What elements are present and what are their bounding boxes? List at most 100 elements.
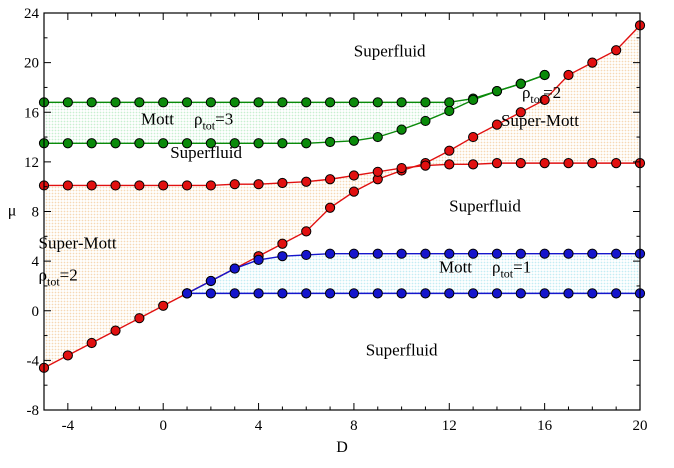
series-2-point-8 [229,97,240,108]
series-0-point-10 [277,238,288,249]
series-5-point-17 [587,288,598,299]
series-4-point-5 [301,249,312,261]
series-0-point-13 [348,186,360,197]
series-3-point-1 [62,138,73,149]
series-2-point-10 [277,97,288,108]
series-3-point-4 [134,138,145,149]
x-tick-label: 20 [633,418,648,434]
series-0-point-17 [444,145,455,156]
series-1-point-18 [468,159,479,170]
series-0-point-19 [491,119,503,130]
series-3-point-11 [301,138,312,149]
density-label: ρtot=2 [39,266,78,289]
series-5-point-10 [420,288,431,299]
series-1-point-10 [277,177,288,189]
series-4-point-8 [372,248,383,259]
series-4-point-18 [611,248,622,259]
data-series [38,20,646,373]
series-2-point-9 [253,97,264,108]
x-tick-label: 0 [159,418,167,434]
series-5-point-14 [515,288,526,299]
superfluid-label: Superfluid [449,197,521,216]
series-4-point-2 [229,263,240,274]
x-tick-label: 8 [350,418,358,434]
series-2-point-3 [110,97,121,108]
series-3-point-7 [205,138,216,149]
series-4-point-11 [444,248,455,259]
series-4-point-9 [396,248,407,259]
series-0-point-3 [110,325,121,336]
mott-label: Mott [439,257,472,276]
series-1-point-8 [229,179,240,190]
series-1-point-16 [420,160,431,171]
series-2-point-16 [420,97,431,108]
series-3-point-2 [86,138,97,149]
superfluid-label: Superfluid [170,143,242,162]
y-tick-label: -8 [27,403,40,419]
series-1-point-2 [86,180,97,191]
superfluid-label: Superfluid [366,340,438,359]
series-5-point-1 [205,288,216,299]
series-1-point-4 [134,180,145,191]
y-axis-label: μ [8,203,17,220]
series-5-point-15 [539,288,550,299]
series-1-point-7 [205,180,216,191]
series-1-point-6 [181,180,193,191]
series-5-point-0 [181,288,193,299]
series-3-point-8 [229,138,240,149]
x-tick-label: -4 [62,418,75,434]
series-3-point-12 [324,136,336,148]
series-5-point-5 [301,288,312,299]
series-2-point-2 [86,97,97,108]
series-4-point-15 [539,248,550,259]
series-3-point-13 [348,135,360,146]
series-1-point-1 [62,180,73,191]
series-5-point-9 [396,288,407,299]
series-line-3 [44,74,545,144]
series-0-point-22 [563,69,574,81]
y-tick-label: 0 [32,304,40,320]
series-2-point-7 [205,97,216,108]
series-4-point-17 [587,248,598,259]
density-label: ρtot=3 [194,110,233,133]
series-4-point-14 [515,248,526,259]
series-3-point-18 [468,94,479,105]
series-0-point-23 [587,57,598,68]
superfluid-label: Superfluid [354,41,426,60]
series-5-point-11 [444,288,455,299]
series-1-point-9 [253,179,264,190]
y-tick-label: 8 [32,205,40,221]
series-2-point-11 [301,97,312,108]
series-line-2 [44,74,545,104]
series-0-point-18 [468,131,479,143]
series-3-point-21 [539,69,550,81]
series-3-point-17 [444,105,455,117]
series-4-point-7 [348,248,360,259]
series-4-point-1 [205,275,216,287]
series-3-point-3 [110,138,121,149]
series-4-point-10 [420,248,431,259]
series-1-point-15 [396,162,407,174]
series-5-point-13 [491,288,503,299]
series-2-point-6 [181,97,193,108]
series-3-point-9 [253,138,264,149]
series-5-point-18 [611,288,622,299]
series-0-point-5 [158,300,169,311]
series-2-point-5 [158,97,169,108]
series-2-point-13 [348,97,360,108]
series-4-point-12 [468,248,479,259]
series-5-point-2 [229,288,240,299]
fill-region-2 [187,253,641,294]
series-0-point-11 [301,226,312,237]
series-0-point-4 [134,313,145,324]
series-4-point-16 [563,248,574,259]
series-2-point-17 [444,97,455,108]
series-1-point-3 [110,180,121,191]
series-4-point-4 [277,251,288,262]
series-3-point-15 [396,124,407,135]
series-1-point-24 [611,158,622,169]
fill-region-0 [44,25,640,368]
series-3-point-16 [420,115,431,127]
y-tick-label: 4 [32,254,40,270]
